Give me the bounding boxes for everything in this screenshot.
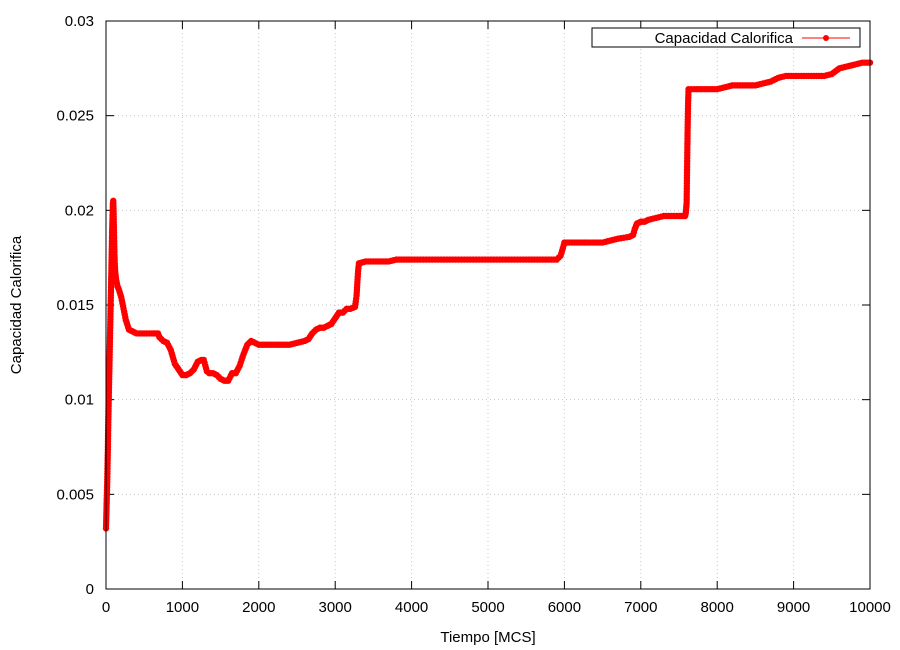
legend-label: Capacidad Calorifica: [655, 30, 794, 47]
x-tick-label: 10000: [849, 599, 891, 616]
x-tick-label: 1000: [166, 599, 199, 616]
legend: Capacidad Calorifica: [591, 27, 861, 48]
grid-layer: [106, 21, 870, 589]
x-tick-label: 9000: [777, 599, 810, 616]
y-tick-label: 0.01: [65, 392, 94, 409]
x-tick-label: 0: [102, 599, 110, 616]
plot-frame: [105, 20, 871, 590]
y-tick-label: 0: [86, 581, 94, 598]
legend-marker-sample: [823, 35, 829, 41]
x-tick-label: 3000: [319, 599, 352, 616]
y-tick-label: 0.03: [65, 13, 94, 30]
legend-box: [591, 27, 861, 48]
series-layer: [102, 59, 874, 532]
x-tick-label: 5000: [471, 599, 504, 616]
y-axis-label: Capacidad Calorifica: [8, 235, 25, 374]
x-tick-label: 8000: [701, 599, 734, 616]
y-tick-label: 0.025: [56, 108, 94, 125]
axis-layer: 0 1000 2000 3000 4000 5000 6000 7000 8000 9000 100…: [56, 13, 890, 616]
x-tick-label: 7000: [624, 599, 657, 616]
x-tick-label: 4000: [395, 599, 428, 616]
y-tick-label: 0.015: [56, 297, 94, 314]
x-tick-label: 2000: [242, 599, 275, 616]
y-tick-label: 0.005: [56, 486, 94, 503]
x-axis-label: Tiempo [MCS]: [440, 629, 535, 646]
x-tick-label: 6000: [548, 599, 581, 616]
series-line: [105, 62, 870, 529]
y-tick-label: 0.02: [65, 202, 94, 219]
